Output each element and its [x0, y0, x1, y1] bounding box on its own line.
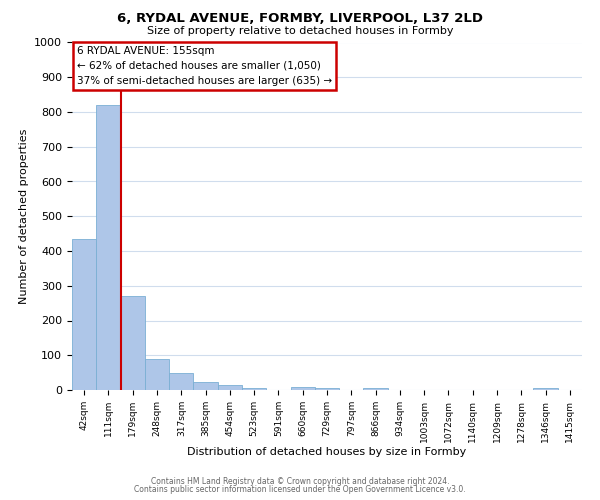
Bar	[364, 388, 388, 390]
Bar	[315, 388, 339, 390]
Text: 6 RYDAL AVENUE: 155sqm
← 62% of detached houses are smaller (1,050)
37% of semi-: 6 RYDAL AVENUE: 155sqm ← 62% of detached…	[77, 46, 332, 86]
Bar	[121, 296, 145, 390]
Text: Contains public sector information licensed under the Open Government Licence v3: Contains public sector information licen…	[134, 485, 466, 494]
Text: 6, RYDAL AVENUE, FORMBY, LIVERPOOL, L37 2LD: 6, RYDAL AVENUE, FORMBY, LIVERPOOL, L37 …	[117, 12, 483, 26]
X-axis label: Distribution of detached houses by size in Formby: Distribution of detached houses by size …	[187, 448, 467, 458]
Bar	[72, 239, 96, 390]
Bar	[290, 387, 315, 390]
Bar	[193, 382, 218, 390]
Bar	[96, 105, 121, 390]
Bar	[533, 388, 558, 390]
Bar	[242, 388, 266, 390]
Bar	[218, 385, 242, 390]
Text: Size of property relative to detached houses in Formby: Size of property relative to detached ho…	[147, 26, 453, 36]
Bar	[145, 358, 169, 390]
Bar	[169, 374, 193, 390]
Text: Contains HM Land Registry data © Crown copyright and database right 2024.: Contains HM Land Registry data © Crown c…	[151, 477, 449, 486]
Y-axis label: Number of detached properties: Number of detached properties	[19, 128, 29, 304]
